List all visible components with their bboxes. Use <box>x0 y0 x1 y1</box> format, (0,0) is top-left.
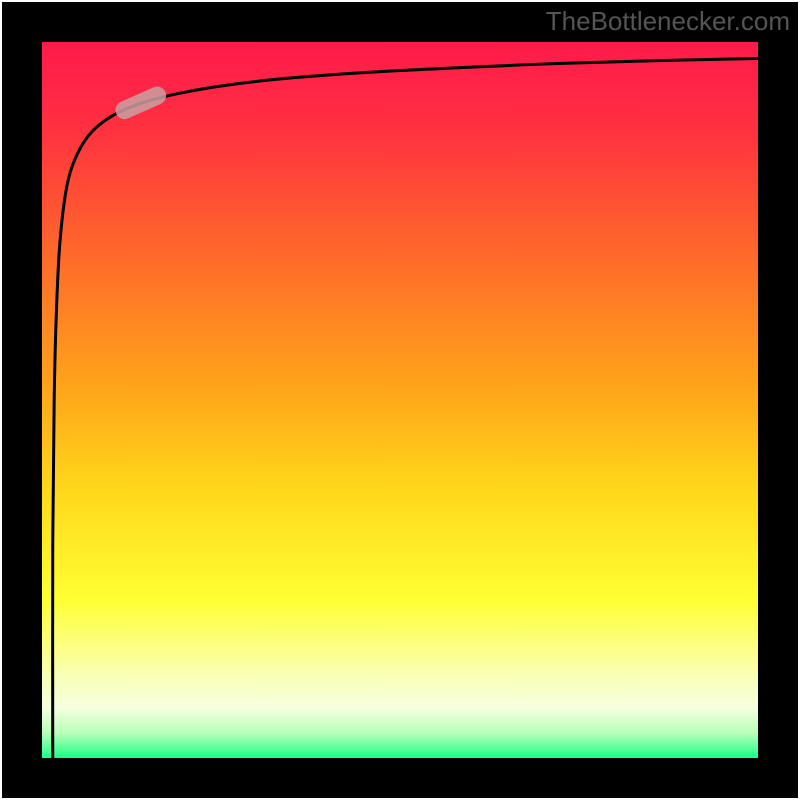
attribution-link[interactable]: TheBottlenecker.com <box>546 6 790 37</box>
plot-background <box>42 42 758 758</box>
bottleneck-chart <box>0 0 800 800</box>
chart-container: TheBottlenecker.com <box>0 0 800 800</box>
